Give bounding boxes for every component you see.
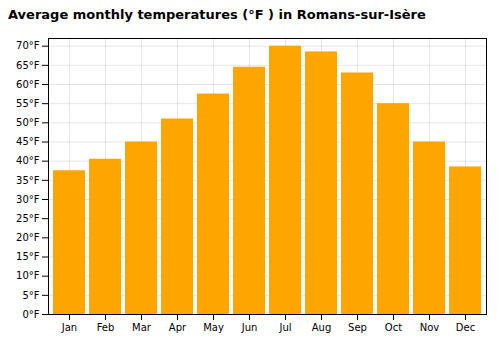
svg-text:65°F: 65°F bbox=[16, 60, 40, 71]
svg-text:0°F: 0°F bbox=[22, 309, 39, 320]
svg-text:70°F: 70°F bbox=[16, 40, 40, 51]
svg-text:10°F: 10°F bbox=[16, 270, 40, 281]
svg-text:Jan: Jan bbox=[61, 322, 77, 333]
svg-text:45°F: 45°F bbox=[16, 136, 40, 147]
svg-text:55°F: 55°F bbox=[16, 98, 40, 109]
svg-text:60°F: 60°F bbox=[16, 79, 40, 90]
svg-text:30°F: 30°F bbox=[16, 194, 40, 205]
svg-text:May: May bbox=[203, 322, 224, 333]
svg-text:40°F: 40°F bbox=[16, 155, 40, 166]
svg-text:20°F: 20°F bbox=[16, 232, 40, 243]
svg-text:Sep: Sep bbox=[348, 322, 367, 333]
svg-text:Apr: Apr bbox=[169, 322, 187, 333]
svg-text:Dec: Dec bbox=[456, 322, 475, 333]
svg-text:35°F: 35°F bbox=[16, 175, 40, 186]
svg-text:Mar: Mar bbox=[132, 322, 152, 333]
html-text:Average monthly temperatures (: Average monthly temperatures (°F ) in Ro… bbox=[8, 7, 426, 22]
svg-text:Aug: Aug bbox=[312, 322, 332, 333]
svg-text:Oct: Oct bbox=[385, 322, 402, 333]
svg-text:Jul: Jul bbox=[278, 322, 291, 333]
svg-text:15°F: 15°F bbox=[16, 251, 40, 262]
svg-text:Nov: Nov bbox=[420, 322, 440, 333]
svg-text:25°F: 25°F bbox=[16, 213, 40, 224]
svg-text:Feb: Feb bbox=[97, 322, 115, 333]
svg-text:5°F: 5°F bbox=[22, 290, 39, 301]
svg-text:Jun: Jun bbox=[241, 322, 258, 333]
svg-text:50°F: 50°F bbox=[16, 117, 40, 128]
